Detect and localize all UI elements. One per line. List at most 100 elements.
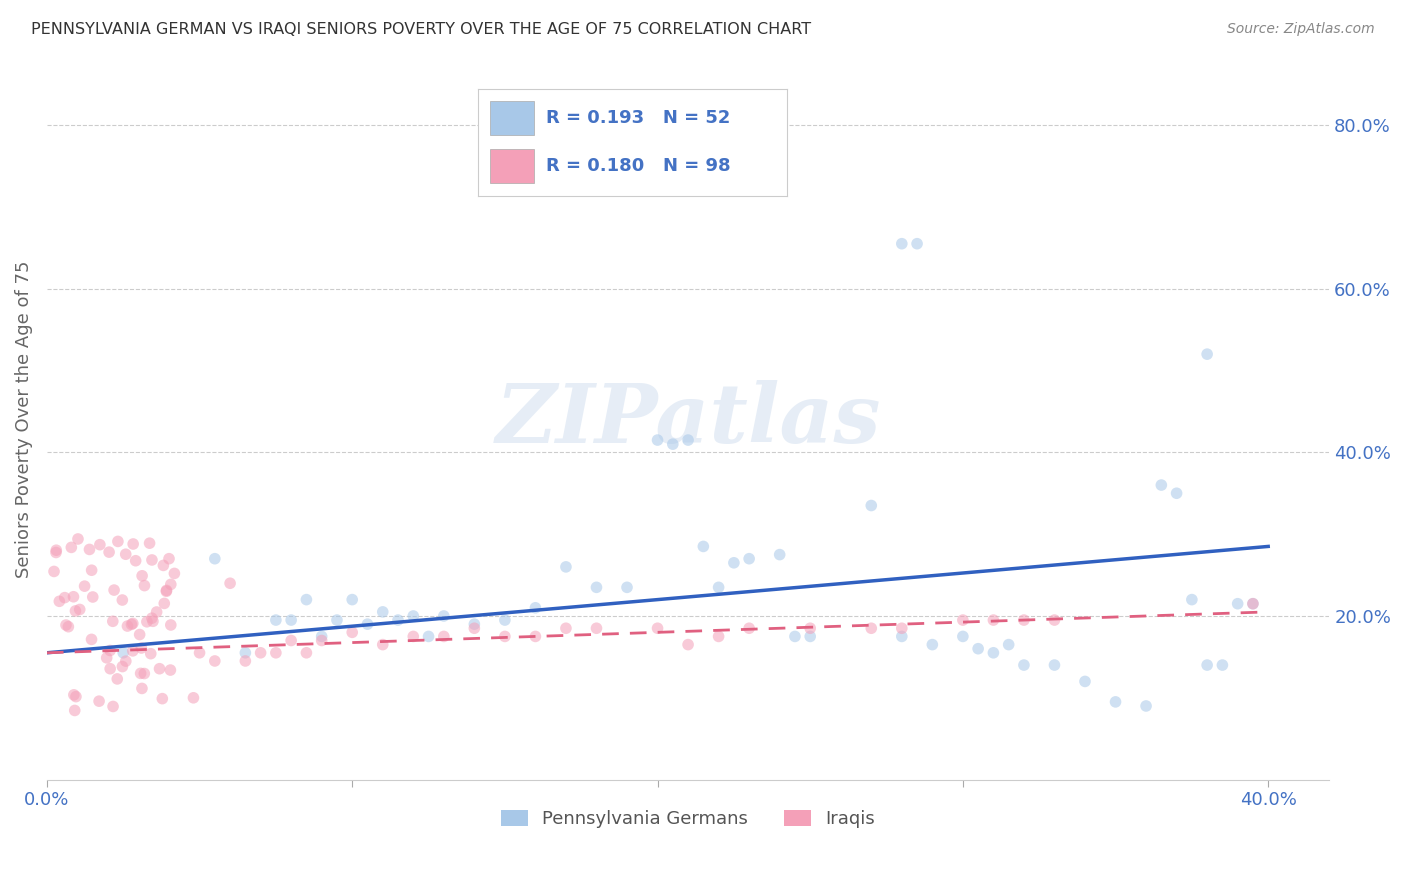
Point (402, 629, 425, 643)
Point (1241, 597, 1264, 611)
Point (152, 558, 174, 573)
Point (983, 646, 1005, 660)
Point (155, 584, 177, 599)
Point (82, 590, 104, 604)
Point (69, 602, 91, 616)
Point (122, 537, 145, 551)
Point (342, 625, 364, 640)
Point (647, 621, 669, 635)
Point (983, 613, 1005, 627)
Point (890, 236, 912, 251)
Point (114, 654, 136, 668)
Point (55, 618, 77, 632)
Point (311, 633, 333, 648)
Point (45, 545, 67, 559)
Point (89, 538, 111, 552)
Point (1104, 695, 1126, 709)
Point (131, 681, 153, 696)
Point (131, 568, 153, 582)
Point (264, 613, 287, 627)
Point (65, 690, 87, 704)
Point (783, 629, 806, 643)
Point (1043, 613, 1066, 627)
Point (1197, 658, 1219, 673)
Point (952, 629, 974, 643)
Point (150, 691, 173, 706)
Point (326, 613, 349, 627)
Point (692, 540, 714, 554)
Point (141, 611, 163, 625)
Point (145, 605, 167, 619)
Point (96, 650, 118, 665)
Point (616, 580, 638, 594)
Point (295, 592, 318, 607)
Point (799, 621, 821, 635)
Point (142, 615, 165, 629)
Point (371, 605, 394, 619)
Point (494, 613, 516, 627)
Point (131, 640, 153, 655)
Point (98, 643, 121, 657)
Point (860, 499, 883, 513)
Point (111, 659, 134, 673)
Point (117, 619, 139, 633)
Point (134, 578, 156, 592)
Point (53, 591, 76, 605)
Point (80, 563, 103, 577)
Point (890, 629, 912, 643)
FancyBboxPatch shape (491, 149, 534, 184)
Point (280, 613, 302, 627)
Point (135, 615, 157, 629)
Point (967, 641, 990, 656)
Text: Source: ZipAtlas.com: Source: ZipAtlas.com (1227, 22, 1375, 37)
Point (860, 621, 883, 635)
Point (98, 662, 121, 676)
Point (112, 646, 135, 660)
Point (494, 629, 516, 643)
Point (63, 703, 86, 717)
Point (101, 699, 124, 714)
Point (921, 638, 943, 652)
Point (148, 662, 170, 676)
Point (1181, 592, 1204, 607)
Point (103, 583, 125, 598)
Point (188, 646, 211, 660)
Point (433, 609, 456, 624)
Point (159, 618, 181, 632)
Point (58, 620, 80, 634)
Point (42, 565, 65, 579)
Point (141, 553, 163, 567)
Point (114, 547, 136, 561)
Point (1166, 486, 1188, 500)
Y-axis label: Seniors Poverty Over the Age of 75: Seniors Poverty Over the Age of 75 (15, 260, 32, 578)
Point (124, 554, 146, 568)
Point (524, 600, 547, 615)
Point (45, 543, 67, 558)
Point (647, 433, 669, 447)
Point (585, 580, 607, 594)
Point (1012, 613, 1035, 627)
Point (79, 542, 101, 557)
Point (1226, 597, 1249, 611)
Point (707, 629, 730, 643)
Point (463, 617, 485, 632)
Point (1211, 658, 1233, 673)
Point (121, 616, 143, 631)
Point (235, 654, 257, 668)
Point (138, 536, 160, 550)
Point (121, 644, 143, 658)
Point (107, 534, 129, 549)
Point (585, 621, 607, 635)
Text: R = 0.180   N = 98: R = 0.180 N = 98 (546, 157, 731, 175)
Point (62, 590, 84, 604)
Point (65, 604, 87, 618)
Point (707, 580, 730, 594)
Point (249, 646, 271, 660)
Point (524, 629, 547, 643)
Point (183, 690, 205, 705)
Point (555, 560, 578, 574)
Point (1012, 658, 1035, 673)
Point (204, 551, 226, 566)
Point (111, 593, 134, 607)
Point (63, 688, 86, 702)
